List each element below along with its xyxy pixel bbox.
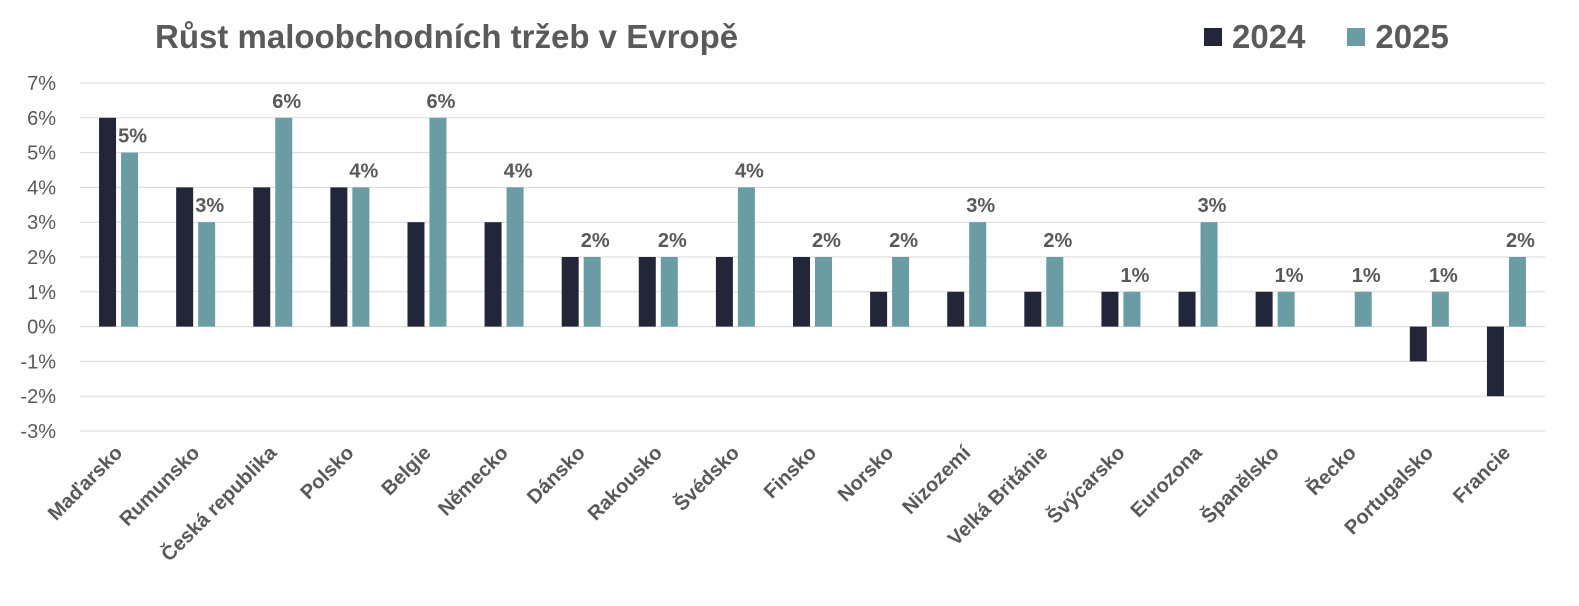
x-category-label: Belgie [378,442,436,500]
data-labels: 5% 3% 6% 4% 6% 4% 2% 2% 4% 2% 2% 3% 2% 1% 3% 1% 1% 1% 2% [118,91,1535,287]
data-label-2025: 2% [581,230,610,252]
x-category-label: Finsko [760,442,821,503]
legend-swatch-2024 [1204,28,1222,46]
legend: 2024 2025 [1204,18,1449,56]
bar-2024 [715,257,733,327]
legend-swatch-2025 [1347,28,1366,46]
y-tick-label: 6% [27,108,56,130]
y-tick-label: 0% [27,317,56,339]
bar-2025 [1354,291,1372,327]
data-label-2025: 3% [966,195,995,217]
bar-2025 [275,117,293,327]
data-label-2025: 2% [889,230,918,252]
legend-item-2024: 2024 [1204,18,1305,56]
data-label-2025: 1% [1275,265,1304,287]
bar-2024 [1178,291,1196,327]
y-tick-label: 7% [27,73,56,95]
data-label-2025: 2% [812,230,841,252]
bar-2024 [99,117,117,327]
y-tick-label: 1% [27,282,56,304]
y-axis-ticks: 7% 6% 5% 4% 3% 2% 1% 0% -1% -2% -3% [20,73,56,443]
bar-2024 [1024,291,1042,327]
x-category-label: Německo [434,442,512,520]
data-label-2025: 6% [272,91,301,113]
x-category-label: Eurozona [1127,441,1208,522]
data-label-2025: 2% [1043,230,1072,252]
x-category-label: Nizozemí [898,441,976,519]
bar-2024 [793,257,810,327]
bar-2024 [638,257,656,327]
data-label-2025: 4% [735,160,764,182]
data-label-2025: 3% [1198,195,1227,217]
y-tick-label: 5% [27,143,56,165]
y-tick-label: 3% [27,212,56,234]
bar-2025 [660,257,678,327]
bar-2024 [561,257,579,327]
data-label-2025: 1% [1120,265,1149,287]
bar-2024 [870,291,888,327]
bar-2025 [583,257,601,327]
data-label-2025: 5% [118,126,147,148]
data-label-2025: 1% [1429,265,1458,287]
bar-2025 [198,222,216,327]
bar-2024 [1255,291,1273,327]
bar-2025 [969,222,987,327]
y-tick-label: -3% [20,421,56,443]
x-category-label: Řecko [1301,441,1360,500]
y-tick-label: -2% [20,386,56,408]
y-tick-label: 4% [27,177,56,199]
data-label-2025: 3% [195,195,224,217]
legend-label-2025: 2025 [1375,18,1449,55]
legend-label-2024: 2024 [1232,18,1306,55]
bar-2024 [484,222,502,327]
bar-2024 [947,291,965,327]
gridlines [80,82,1545,432]
bar-2025 [1508,257,1526,327]
x-category-label: Polsko [296,442,358,504]
bar-2025 [429,117,447,327]
x-category-label: Francie [1449,442,1515,508]
y-tick-label: 2% [27,247,56,269]
bar-2025 [121,152,139,327]
bar-2024 [176,187,194,327]
bar-2024 [407,222,425,327]
bar-2025 [1200,222,1218,327]
bar-2024 [330,187,348,327]
bar-2024 [1101,291,1119,327]
bar-2025 [1277,291,1295,327]
bar-2025 [1431,291,1449,327]
bar-2024 [1409,326,1427,362]
x-category-label: Maďarsko [44,442,127,525]
x-category-label: Švédsko [669,441,744,516]
bars [99,117,1526,397]
bar-2025 [506,187,524,327]
y-tick-label: -1% [20,351,56,373]
bar-2025 [815,257,832,327]
bar-2025 [352,187,370,327]
data-label-2025: 4% [349,160,378,182]
x-category-label: Španělsko [1196,441,1284,529]
data-label-2025: 4% [504,160,533,182]
data-label-2025: 2% [658,230,687,252]
x-category-label: Dánsko [523,442,590,509]
legend-item-2025: 2025 [1347,18,1449,56]
x-category-label: Norsko [834,442,898,506]
bar-2025 [892,257,910,327]
data-label-2025: 1% [1352,265,1381,287]
bar-2025 [737,187,755,327]
chart-title: Růst maloobchodních tržeb v Evropě [155,18,739,55]
bar-2024 [1486,326,1504,397]
data-label-2025: 6% [427,91,456,113]
bar-2025 [1046,257,1064,327]
bar-2024 [253,187,271,327]
x-category-label: Švýcarsko [1042,441,1130,529]
data-label-2025: 2% [1506,230,1535,252]
x-category-label: Rakousko [584,442,667,525]
bar-2025 [1123,291,1141,327]
